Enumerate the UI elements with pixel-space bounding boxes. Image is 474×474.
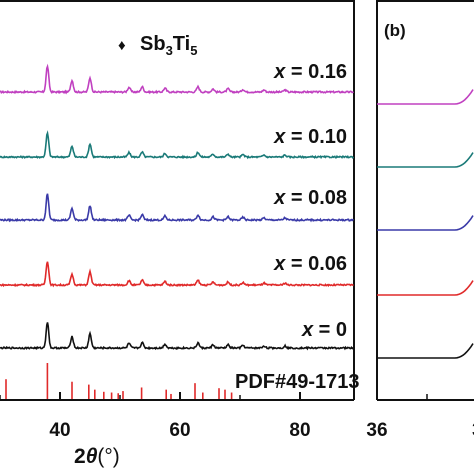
pattern-line xyxy=(0,322,355,351)
panel-b-series xyxy=(377,89,474,359)
pattern-line xyxy=(0,63,354,95)
legend-label: Sb3Ti5 xyxy=(140,33,197,58)
series-label: x = 0 xyxy=(301,319,347,341)
legend-marker: ♦ xyxy=(118,37,126,54)
panel-b: (b) 36 3 xyxy=(366,0,474,441)
x-tick-label: 40 xyxy=(49,420,70,441)
panel-a-ticks: 40 60 80 xyxy=(0,392,311,441)
panel-b-x-tick-label: 3 xyxy=(472,420,474,441)
panel-b-pattern-line xyxy=(377,215,474,231)
series-label: x = 0.16 xyxy=(273,61,347,83)
x-axis-label: 2θ(°) xyxy=(74,445,120,468)
x-tick-label: 80 xyxy=(289,420,310,441)
reference-label: PDF#49-1713 xyxy=(235,371,360,393)
panel-b-pattern-line xyxy=(377,343,474,359)
series-label: x = 0.06 xyxy=(273,253,347,275)
panel-a-series xyxy=(0,63,355,351)
reference-pattern xyxy=(5,363,233,399)
series-label: x = 0.10 xyxy=(273,126,347,148)
pattern-line xyxy=(0,130,355,160)
panel-b-pattern-line xyxy=(377,152,474,168)
panel-b-ticks: 36 3 xyxy=(366,394,474,441)
panel-a-series-labels: x = 0.16 x = 0.10 x = 0.08 x = 0.06 x = 0 xyxy=(273,61,347,341)
series-label: x = 0.08 xyxy=(273,187,347,209)
legend: ♦ Sb3Ti5 xyxy=(118,33,197,58)
panel-b-pattern-line xyxy=(377,89,474,105)
x-tick-label: 60 xyxy=(169,420,190,441)
pattern-line xyxy=(0,261,354,288)
panel-b-pattern-line xyxy=(377,280,474,296)
panel-b-x-tick-label: 36 xyxy=(366,420,387,441)
panel-b-label: (b) xyxy=(384,21,406,40)
panel-a: 40 60 80 x = 0.16x = 0.10x = 0.08x = 0.06x… xyxy=(0,0,360,468)
pattern-line xyxy=(0,193,355,223)
